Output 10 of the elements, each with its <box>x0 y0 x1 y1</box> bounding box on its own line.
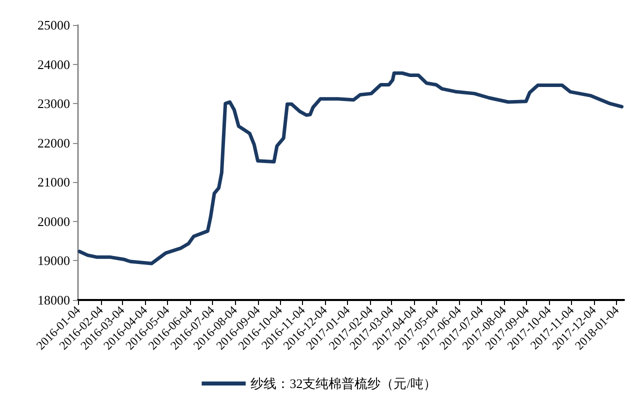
y-tick-label: 25000 <box>38 18 70 32</box>
y-tick-label: 20000 <box>38 214 70 229</box>
y-tick-label: 21000 <box>38 174 70 190</box>
y-tick-label: 23000 <box>38 96 70 112</box>
y-tick-label: 24000 <box>38 56 70 72</box>
y-tick-label: 19000 <box>38 253 70 268</box>
y-tick-label: 18000 <box>38 292 70 308</box>
y-tick-label: 22000 <box>38 135 70 150</box>
legend-label: 纱线：32支纯棉普梳纱（元/吨） <box>250 376 436 391</box>
line-series <box>78 71 624 266</box>
